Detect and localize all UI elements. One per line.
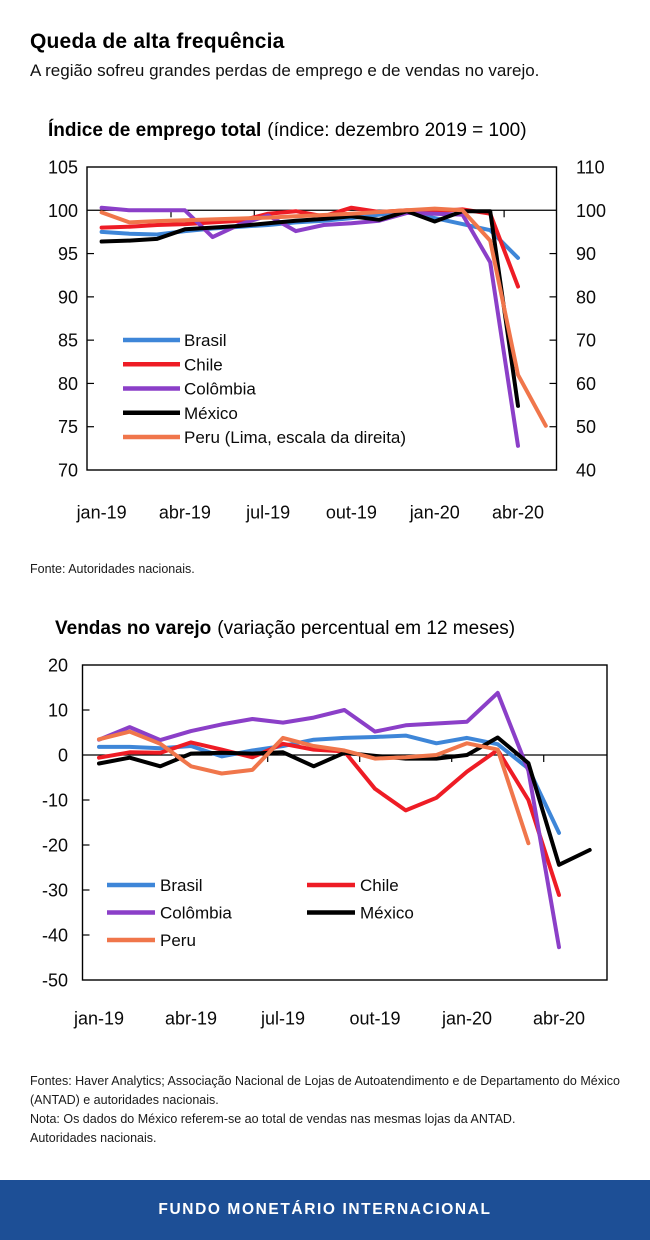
footnote-line: Fontes: Haver Analytics; Associação Naci… bbox=[30, 1074, 620, 1088]
x-axis-tick-label: abr-20 bbox=[492, 503, 544, 523]
employment-chart: 105 100 95 90 85 80 75 70 110 100 90 80 70 60 50 40 jan-… bbox=[48, 158, 606, 523]
series-layer-1 bbox=[99, 205, 548, 448]
footnote-line: (ANTAD) e autoridades nacionais. bbox=[30, 1093, 219, 1107]
x-axis-tick-label: out-19 bbox=[326, 503, 377, 523]
x-axis-tick-label: jan-19 bbox=[76, 503, 127, 523]
employment-chart-title-bold: Índice de emprego total bbox=[48, 120, 262, 141]
employment-chart-title: Índice de emprego total (índice: dezembro… bbox=[48, 120, 527, 142]
x-axis-tick-label: abr-20 bbox=[533, 1009, 585, 1029]
footnote-line: Nota: Os dados do México referem-se ao t… bbox=[30, 1112, 516, 1126]
employment-source-note: Fonte: Autoridades nacionais. bbox=[30, 562, 195, 576]
x-axis-tick-label: jul-19 bbox=[260, 1009, 305, 1029]
series-line-Colômbia bbox=[99, 205, 520, 448]
y-axis-left-tick-label: 90 bbox=[58, 287, 78, 307]
y-axis-left-tick-label: 100 bbox=[48, 201, 78, 221]
y-axis-left-tick-label: 95 bbox=[58, 244, 78, 264]
series-line-Colômbia bbox=[97, 690, 561, 950]
y-axis-left-tick-label: -50 bbox=[42, 971, 68, 991]
x-axis-tick-label: abr-19 bbox=[159, 503, 211, 523]
series-line-Peru bbox=[97, 729, 531, 846]
employment-chart-title-note: (índice: dezembro 2019 = 100) bbox=[267, 120, 527, 141]
y-axis-right-tick-label: 40 bbox=[576, 461, 596, 481]
legend-label-brasil-2: Brasil bbox=[160, 876, 203, 895]
footer-label: FUNDO MONETÁRIO INTERNACIONAL bbox=[158, 1201, 492, 1218]
y-axis-right-tick-label: 110 bbox=[576, 158, 605, 178]
retail-chart-title-bold: Vendas no varejo bbox=[55, 618, 212, 639]
y-axis-left-tick-label: -20 bbox=[42, 836, 68, 856]
x-axis-tick-label: jan-19 bbox=[73, 1009, 124, 1029]
plot-frame-2 bbox=[81, 664, 608, 981]
legend-label-colombia-2: Colômbia bbox=[160, 904, 232, 923]
legend-1: Brasil Chile Colômbia México Peru (Lima,… bbox=[123, 331, 406, 447]
series-line-Chile bbox=[97, 740, 561, 897]
page-title: Queda de alta frequência bbox=[30, 30, 285, 53]
series-line-México bbox=[99, 209, 520, 408]
y-axis-left-tick-label: 85 bbox=[58, 331, 78, 351]
legend-label-peru: Peru (Lima, escala da direita) bbox=[184, 428, 406, 447]
legend-label-mexico-2: México bbox=[360, 904, 414, 923]
plot-box-2 bbox=[81, 664, 608, 981]
y-axis-right-tick-label: 90 bbox=[576, 244, 596, 264]
y-axis-left-tick-label: 0 bbox=[58, 746, 68, 766]
x-axis-tick-label: jan-20 bbox=[409, 503, 460, 523]
y-axis-left-tick-label: 10 bbox=[48, 701, 68, 721]
legend-2: Brasil Chile Colômbia México Peru bbox=[107, 876, 414, 950]
y-axis-left-tick-label: 80 bbox=[58, 374, 78, 394]
legend-label-colombia: Colômbia bbox=[184, 380, 256, 399]
y-axis-right-tick-label: 50 bbox=[576, 417, 596, 437]
plot-box-1 bbox=[86, 166, 558, 471]
y-axis-left-tick-label: 20 bbox=[48, 656, 68, 676]
x-axis-tick-label: out-19 bbox=[350, 1009, 401, 1029]
y-axis-right-tick-label: 60 bbox=[576, 374, 596, 394]
x-axis-tick-label: abr-19 bbox=[165, 1009, 217, 1029]
legend-label-brasil: Brasil bbox=[184, 331, 227, 350]
y-axis-left-tick-label: -40 bbox=[42, 926, 68, 946]
series-line-Peru (Lima, escala da direita) bbox=[99, 206, 548, 428]
plot-frame-1 bbox=[86, 166, 558, 471]
y-axis-left-tick-label: 70 bbox=[58, 461, 78, 481]
legend-label-chile-2: Chile bbox=[360, 876, 399, 895]
footnotes: Fontes: Haver Analytics; Associação Naci… bbox=[30, 1072, 630, 1148]
y-axis-left-tick-label: 105 bbox=[48, 158, 78, 178]
legend-label-peru-2: Peru bbox=[160, 931, 196, 950]
x-axis-tick-label: jul-19 bbox=[245, 503, 290, 523]
page-subtitle: A região sofreu grandes perdas de empreg… bbox=[30, 61, 540, 80]
legend-label-mexico: México bbox=[184, 404, 238, 423]
y-axis-right-tick-label: 80 bbox=[576, 287, 596, 307]
x-axis-tick-label: jan-20 bbox=[441, 1009, 492, 1029]
y-axis-right-tick-label: 100 bbox=[576, 201, 606, 221]
y-axis-right-tick-label: 70 bbox=[576, 331, 596, 351]
retail-chart-title-note: (variação percentual em 12 meses) bbox=[217, 618, 516, 639]
legend-label-chile: Chile bbox=[184, 355, 223, 374]
y-axis-left-tick-label: 75 bbox=[58, 417, 78, 437]
y-axis-left-tick-label: -30 bbox=[42, 881, 68, 901]
footnote-line: Autoridades nacionais. bbox=[30, 1131, 157, 1145]
y-axis-left-tick-label: -10 bbox=[42, 791, 68, 811]
series-layer-2 bbox=[97, 690, 592, 950]
retail-chart-title: Vendas no varejo (variação percentual em … bbox=[55, 618, 515, 640]
footer-bar: FUNDO MONETÁRIO INTERNACIONAL bbox=[0, 1180, 650, 1240]
